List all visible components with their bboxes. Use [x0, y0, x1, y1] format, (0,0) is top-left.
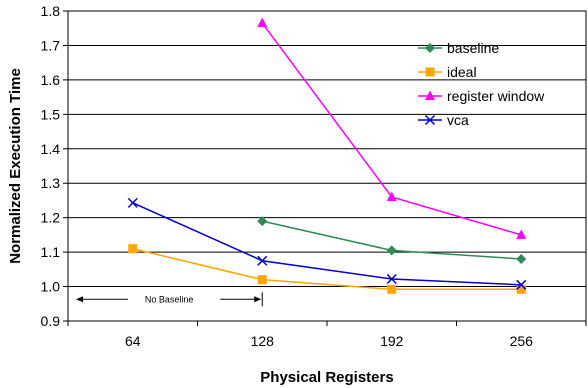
x-tick-label: 192 [380, 333, 404, 349]
register-window-point [516, 229, 527, 239]
marker-stroke [127, 197, 138, 208]
x-tick-label: 128 [251, 333, 275, 349]
series-group [127, 17, 527, 294]
y-axis: 0.9 1.0 1.1 1.2 1.3 1.4 1.5 1.6 1.7 1.8 [41, 3, 68, 329]
series-vca [127, 197, 527, 290]
annotation-label: No Baseline [145, 294, 194, 304]
vca-point [386, 273, 397, 285]
legend-label: vca [447, 112, 469, 128]
marker-stroke [257, 255, 268, 266]
series-register-window [257, 17, 527, 239]
y-tick-label: 1.5 [41, 106, 61, 122]
y-tick-label: 1.4 [41, 141, 61, 157]
legend-item-baseline: baseline [418, 40, 499, 56]
y-tick-label: 1.6 [41, 72, 61, 88]
legend-item-register-window: register window [418, 88, 545, 104]
annotation-arrowhead [254, 296, 262, 303]
baseline-point [257, 216, 268, 227]
series-ideal [128, 244, 526, 294]
grid-lines [68, 44, 586, 288]
y-tick-label: 1.0 [41, 279, 61, 295]
x-axis: 64 128 192 256 [67, 321, 587, 349]
legend-marker [425, 90, 435, 100]
legend-marker [424, 114, 436, 126]
ideal-line [132, 247, 522, 291]
baseline-point [386, 245, 397, 256]
legend-label: register window [447, 88, 545, 104]
register-window-point [257, 17, 268, 28]
plot-area [67, 10, 587, 322]
legend-label: ideal [447, 64, 477, 80]
marker-stroke [516, 279, 527, 290]
y-tick-label: 0.9 [41, 313, 61, 329]
baseline-point [516, 254, 527, 264]
vca-line [132, 202, 522, 286]
legend: baseline ideal register window vca [418, 40, 545, 128]
y-tick-label: 1.1 [41, 244, 61, 260]
marker-stroke [386, 273, 397, 285]
y-tick-label: 1.3 [41, 175, 61, 191]
x-tick-label: 64 [125, 333, 141, 349]
series-baseline [257, 216, 527, 264]
vca-point [127, 197, 138, 208]
annotation-arrowhead [76, 296, 83, 303]
register-window-point [386, 191, 397, 201]
ideal-point [128, 244, 138, 254]
ideal-point [516, 284, 526, 294]
legend-marker [425, 43, 435, 53]
y-tick-label: 1.2 [41, 210, 61, 226]
legend-item-ideal: ideal [418, 64, 477, 80]
x-tick-label: 256 [510, 333, 534, 349]
marker-stroke [424, 114, 436, 126]
vca-point [516, 279, 527, 290]
ideal-point [387, 284, 397, 294]
ideal-point [257, 275, 267, 285]
x-axis-title: Physical Registers [260, 369, 393, 386]
legend-marker [425, 67, 435, 77]
legend-item-vca: vca [418, 112, 469, 128]
y-tick-label: 1.7 [41, 37, 61, 53]
no-baseline-annotation: No Baseline [76, 292, 263, 307]
y-tick-label: 1.8 [41, 3, 61, 19]
vca-point [257, 255, 268, 266]
legend-label: baseline [447, 40, 499, 56]
y-axis-title: Normalized Execution Time [7, 68, 24, 264]
